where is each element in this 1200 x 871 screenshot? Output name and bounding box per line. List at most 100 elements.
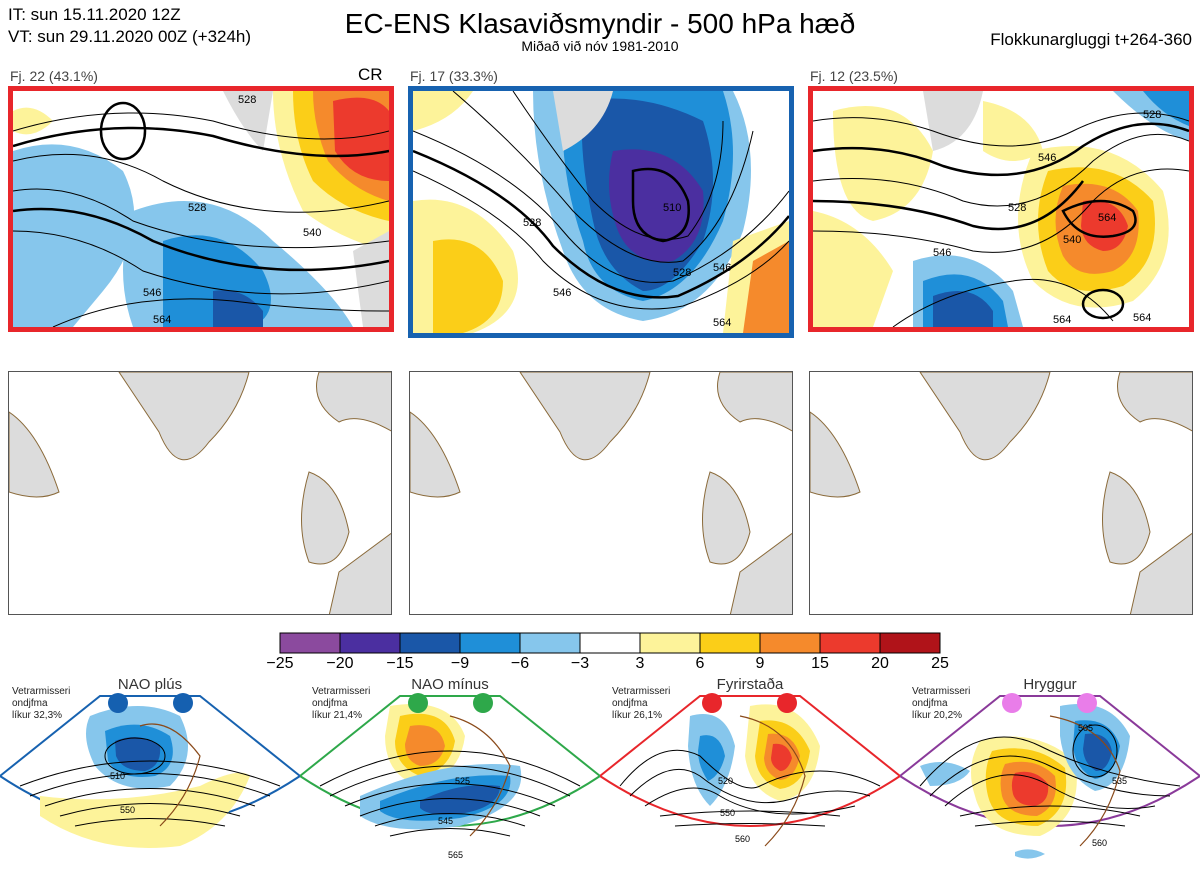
regime-fyrirstada[interactable]: Fyrirstaða Vetrarmisseri ondjfma líkur 2… [600,676,900,871]
cluster-map-2[interactable]: 510 528 546 528 546 564 [408,86,794,338]
regime-marker-right [777,693,797,713]
regime-title: NAO plús [117,676,183,693]
contour-label: 510 [663,202,681,214]
colorbar-tick-label: 15 [811,655,829,672]
page-subtitle: Miðað við nóv 1981-2010 [521,38,679,54]
contour-label: 525 [455,776,470,786]
colorbar-swatch [519,632,581,654]
cluster-map-1[interactable]: 528 546 564 540 528 [8,86,394,332]
colorbar-tick-label: 6 [695,655,705,672]
contour-label: 546 [1038,152,1056,164]
contour-label: 528 [188,202,206,214]
contour-label: 520 [718,776,733,786]
regime-map: 510 550 [0,693,300,848]
colorbar-swatch [459,632,521,654]
regime-hryggur[interactable]: Hryggur Vetrarmisseri ondjfma líkur 20,2… [900,676,1200,871]
regime-nao-plus[interactable]: NAO plús Vetrarmisseri ondjfma líkur 32,… [0,676,300,871]
contour-label: 528 [1143,109,1161,121]
info-line: líkur 32,3% [12,710,63,721]
colorbar-tick-label: −9 [450,655,470,672]
regime-map: 520 550 560 [600,693,900,847]
info-line: líkur 26,1% [612,710,663,721]
panel-3-label: Fj. 12 (23.5%) [810,68,898,84]
regime-marker-left [702,693,722,713]
colorbar-tick-label: −6 [510,655,530,672]
base-map-1[interactable] [8,371,392,615]
window-label: Flokkunargluggi t+264-360 [990,30,1192,49]
contour-label: 560 [735,834,750,844]
panel-1-tag: CR [358,65,383,84]
colorbar-tick-label: 9 [755,655,765,672]
colorbar-tick-label: 25 [931,655,949,672]
colorbar-swatch [579,632,641,654]
colorbar-swatch [759,632,821,654]
base-map-2[interactable] [409,371,793,615]
regime-info: Vetrarmisseri ondjfma líkur 21,4% [312,686,370,722]
regime-map: 525 545 565 [300,693,600,860]
regime-title: NAO mínus [411,676,489,693]
contour-label: 528 [523,217,541,229]
colorbar-tick-label: −15 [386,655,414,672]
regime-marker-left [1002,693,1022,713]
colorbar-swatch [339,632,401,654]
header-info: IT: sun 15.11.2020 12Z VT: sun 29.11.202… [8,4,251,48]
info-line: líkur 20,2% [912,710,963,721]
info-line: Vetrarmisseri [312,686,371,697]
colorbar-ticks: −25 −20 −15 −9 −6 −3 3 6 9 15 20 25 [0,655,1200,675]
colorbar [279,632,943,659]
info-line: líkur 21,4% [312,710,363,721]
contour-label: 564 [153,314,171,326]
regime-marker-right [473,693,493,713]
info-line: Vetrarmisseri [12,686,71,697]
info-line: ondjfma [312,698,348,709]
contour-label: 545 [438,816,453,826]
colorbar-swatch [879,632,941,654]
page-title: EC-ENS Klasaviðsmyndir - 500 hPa hæð [344,8,856,39]
contour-label: 528 [1008,202,1026,214]
contour-label: 528 [673,267,691,279]
contour-label: 550 [720,808,735,818]
info-line: Vetrarmisseri [612,686,671,697]
contour-label: 535 [1112,776,1127,786]
vt-line: VT: sun 29.11.2020 00Z (+324h) [8,27,252,46]
colorbar-swatch [399,632,461,654]
regime-title: Hryggur [1023,676,1077,693]
regime-nao-minus[interactable]: NAO mínus Vetrarmisseri ondjfma líkur 21… [300,676,600,871]
cluster-map-3[interactable]: 528 546 564 540 564 528 546 564 [808,86,1194,332]
colorbar-tick-label: −20 [326,655,354,672]
info-line: ondjfma [12,698,48,709]
colorbar-tick-label: −25 [266,655,294,672]
contour-label: 560 [1092,838,1107,848]
contour-label: 540 [1063,234,1081,246]
regime-title: Fyrirstaða [716,676,784,693]
info-line: ondjfma [612,698,648,709]
contour-label: 546 [553,287,571,299]
contour-label: 564 [1053,314,1071,326]
contour-label: 546 [143,287,161,299]
regime-marker-right [1077,693,1097,713]
contour-label: 565 [448,850,463,860]
colorbar-swatch [639,632,701,654]
colorbar-tick-label: 20 [871,655,889,672]
colorbar-swatches [279,632,941,654]
colorbar-tick-label: 3 [635,655,645,672]
panel-2-label: Fj. 17 (33.3%) [410,68,498,84]
panel-1-label: Fj. 22 (43.1%) [10,68,98,84]
contour-label: 550 [120,805,135,815]
contour-label: 546 [713,262,731,274]
regime-map: 505 535 560 [900,693,1200,859]
info-line: Vetrarmisseri [912,686,971,697]
contour-label: 510 [110,771,125,781]
colorbar-swatch [819,632,881,654]
regime-info: Vetrarmisseri ondjfma líkur 26,1% [612,686,670,722]
colorbar-swatch [279,632,341,654]
base-map-3[interactable] [809,371,1193,615]
regime-marker-right [173,693,193,713]
regime-marker-left [108,693,128,713]
contour-label: 564 [1133,312,1151,324]
colorbar-swatch [699,632,761,654]
colorbar-tick-label: −3 [570,655,590,672]
contour-label: 505 [1078,723,1093,733]
it-line: IT: sun 15.11.2020 12Z [8,5,181,24]
regime-info: Vetrarmisseri ondjfma líkur 20,2% [912,686,970,722]
